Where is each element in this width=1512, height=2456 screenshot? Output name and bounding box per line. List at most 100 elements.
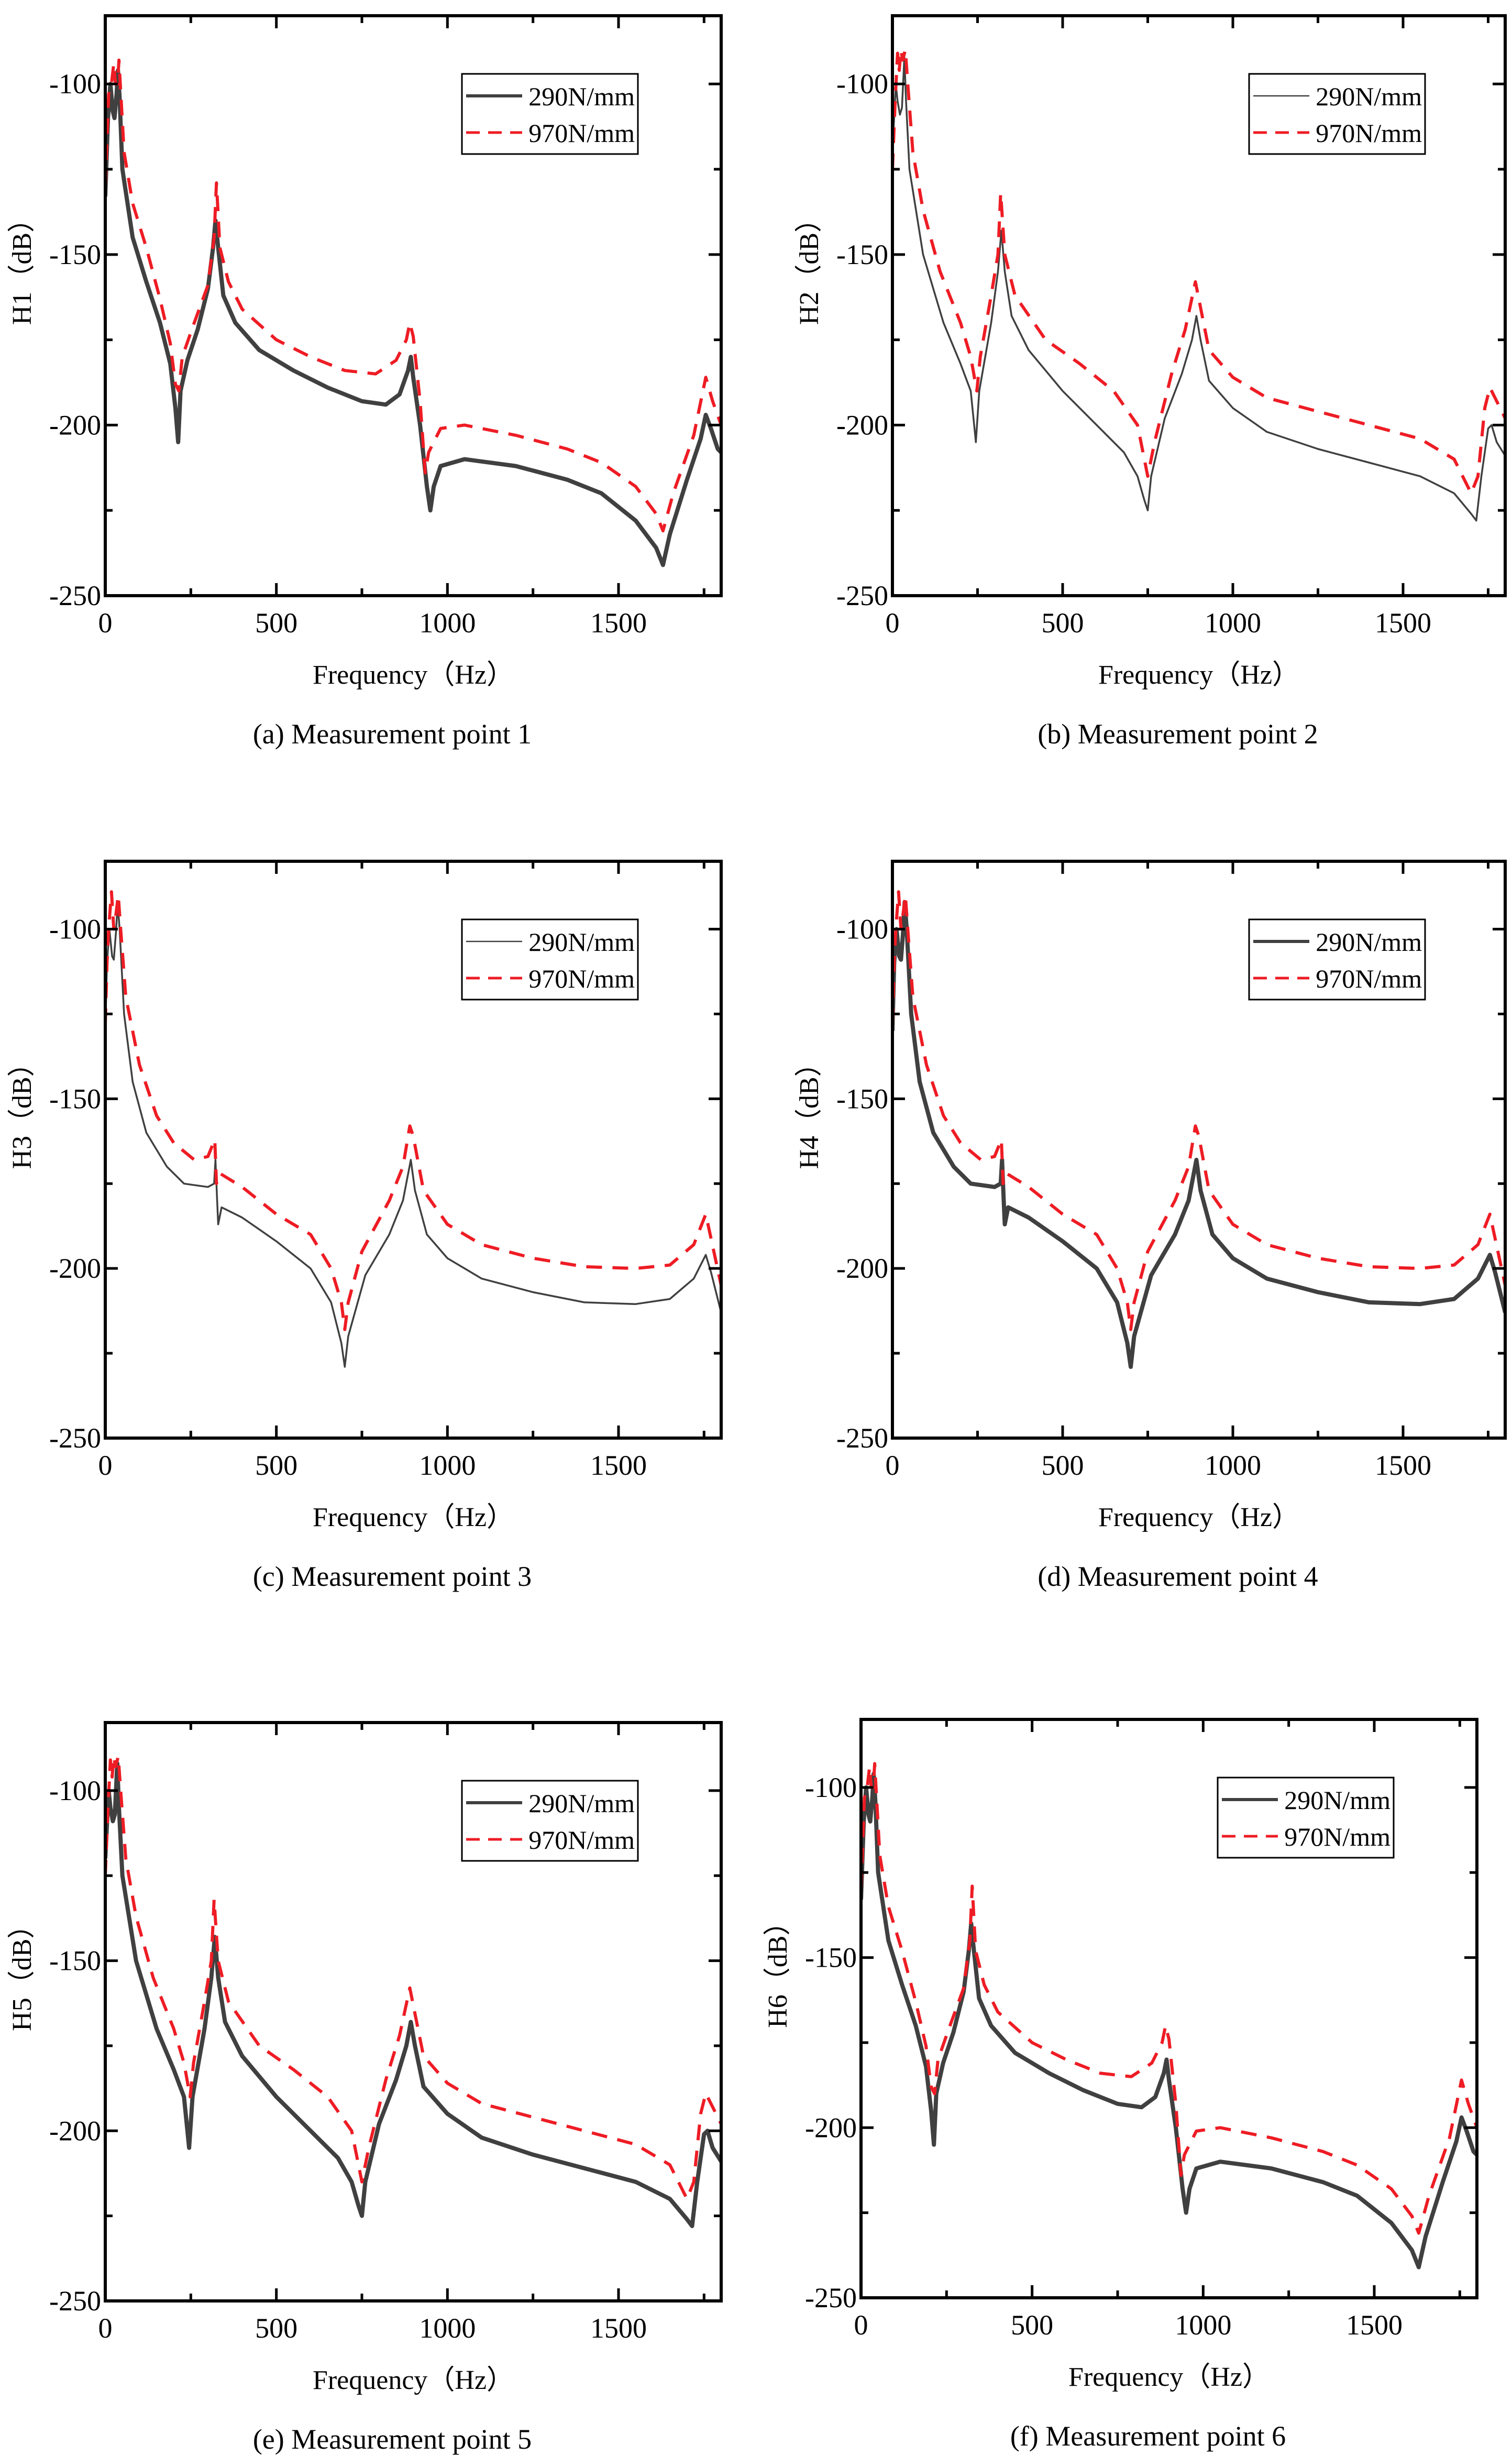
- plot-area: [892, 890, 1505, 1369]
- chart-caption: (e) Measurement point 5: [253, 2424, 532, 2455]
- x-tick-label: 1500: [1375, 607, 1431, 639]
- x-tick-label: 0: [98, 2312, 113, 2344]
- x-axis-label: Frequency（Hz）: [1098, 1503, 1299, 1532]
- y-tick-label: -100: [836, 68, 888, 100]
- chart-a-measurement-point-1: 0 500 1000 1500 -100 -150 -200 -250 Frequency（Hz…: [0, 0, 754, 817]
- legend-label: 290N/mm: [1316, 927, 1422, 957]
- x-tick-label: 1500: [1346, 2309, 1403, 2341]
- x-tick-label: 1000: [419, 1450, 476, 1481]
- series-line-290n-per-mm: [861, 1771, 1477, 2269]
- y-tick-label: -250: [805, 2282, 857, 2314]
- chart-caption: (d) Measurement point 4: [1038, 1561, 1318, 1592]
- legend-label: 970N/mm: [1316, 964, 1422, 993]
- series-line-970n-per-mm: [105, 1755, 721, 2201]
- x-tick-label: 0: [98, 607, 113, 639]
- y-tick-label: -100: [49, 68, 101, 100]
- y-axis-label: H1（dB）: [7, 205, 37, 325]
- y-tick-label: -150: [49, 1083, 101, 1114]
- chart-d-measurement-point-4: 0 500 1000 1500 -100 -150 -200 -250 Frequency（Hz…: [0, 0, 1507, 1592]
- y-tick-label: -200: [836, 1253, 888, 1284]
- chart-d-svg: 0 500 1000 1500 -100 -150 -200 -250 Frequency（Hz…: [794, 860, 1507, 1592]
- chart-a-svg: 0 500 1000 1500 -100 -150 -200 -250 Frequency（Hz…: [7, 14, 723, 750]
- y-tick-label: -250: [836, 1422, 888, 1454]
- plot-area: [892, 48, 1505, 522]
- plot-frame: [859, 1718, 1478, 2299]
- chart-f-measurement-point-6: 0 500 1000 1500 -100 -150 -200 -250 Frequency（Hz…: [0, 0, 1478, 2452]
- x-tick-label: 500: [1011, 2309, 1053, 2341]
- plot-area: [105, 58, 721, 567]
- y-tick-label: -150: [49, 1945, 101, 1977]
- series-line-970n-per-mm: [892, 890, 1505, 1331]
- x-tick-label: 0: [886, 1450, 900, 1481]
- series-line-290n-per-mm: [892, 900, 1505, 1369]
- chart-c-measurement-point-3: 0 500 1000 1500 -100 -150 -200 -250 Frequency（Hz…: [0, 0, 754, 1592]
- legend: 290N/mm 970N/mm: [461, 1780, 639, 1862]
- x-tick-label: 500: [255, 607, 297, 639]
- chart-b-svg: 0 500 1000 1500 -100 -150 -200 -250 Frequency（Hz…: [794, 14, 1507, 750]
- legend-label: 290N/mm: [528, 927, 635, 957]
- chart-caption: (f) Measurement point 6: [1010, 2420, 1286, 2452]
- series-line-970n-per-mm: [892, 48, 1505, 495]
- y-tick-label: -100: [49, 914, 101, 945]
- x-axis-label: Frequency（Hz）: [1098, 660, 1299, 690]
- legend: 290N/mm 970N/mm: [1248, 918, 1426, 1001]
- legend-label: 290N/mm: [1284, 1785, 1390, 1815]
- chart-caption: (c) Measurement point 3: [253, 1561, 532, 1592]
- series-line-290n-per-mm: [892, 56, 1505, 522]
- y-tick-label: -200: [805, 2112, 857, 2143]
- y-tick-label: -100: [805, 1772, 857, 1803]
- x-tick-label: 500: [255, 2312, 297, 2344]
- y-tick-label: -100: [49, 1775, 101, 1806]
- legend: 290N/mm 970N/mm: [461, 918, 639, 1001]
- legend-label: 290N/mm: [528, 82, 635, 111]
- chart-e-svg: 0 500 1000 1500 -100 -150 -200 -250 Frequency（Hz…: [7, 1721, 723, 2455]
- y-tick-label: -150: [836, 239, 888, 270]
- plot-area: [105, 1755, 721, 2229]
- y-tick-label: -200: [836, 409, 888, 441]
- legend: 290N/mm 970N/mm: [1217, 1777, 1395, 1859]
- plot-area: [861, 1762, 1477, 2269]
- chart-caption: (a) Measurement point 1: [253, 718, 532, 750]
- series-line-970n-per-mm: [105, 58, 721, 533]
- legend-box: [1248, 73, 1426, 155]
- x-tick-label: 0: [98, 1450, 113, 1481]
- y-tick-label: -250: [49, 580, 101, 611]
- y-axis-label: H4（dB）: [794, 1049, 824, 1169]
- x-tick-label: 1500: [1375, 1450, 1431, 1481]
- x-tick-label: 0: [854, 2309, 868, 2341]
- x-tick-label: 1000: [419, 607, 476, 639]
- legend-label: 970N/mm: [1316, 118, 1422, 148]
- legend-box: [1217, 1777, 1395, 1859]
- legend-label: 970N/mm: [528, 1825, 635, 1855]
- plot-frame: [891, 14, 1507, 597]
- y-tick-label: -250: [836, 580, 888, 611]
- plot-frame: [104, 1721, 723, 2302]
- y-tick-label: -150: [836, 1083, 888, 1114]
- legend-box: [461, 918, 639, 1001]
- legend-label: 290N/mm: [528, 1789, 635, 1818]
- x-axis-label: Frequency（Hz）: [313, 2365, 514, 2395]
- legend-label: 970N/mm: [528, 118, 635, 148]
- x-axis-label: Frequency（Hz）: [1068, 2362, 1270, 2392]
- plot-frame: [104, 860, 723, 1440]
- legend: 290N/mm 970N/mm: [1248, 73, 1426, 155]
- x-tick-label: 500: [1042, 1450, 1084, 1481]
- chart-c-svg: 0 500 1000 1500 -100 -150 -200 -250 Frequency（Hz…: [7, 860, 723, 1592]
- y-axis-label: H3（dB）: [7, 1049, 37, 1169]
- x-tick-label: 1000: [1205, 607, 1261, 639]
- y-tick-label: -200: [49, 2115, 101, 2146]
- x-tick-label: 1000: [1205, 1450, 1261, 1481]
- y-tick-label: -200: [49, 1253, 101, 1284]
- series-line-970n-per-mm: [105, 890, 721, 1331]
- series-line-290n-per-mm: [105, 1761, 721, 2229]
- legend-box: [461, 73, 639, 155]
- series-line-970n-per-mm: [861, 1762, 1477, 2235]
- chart-b-measurement-point-2: 0 500 1000 1500 -100 -150 -200 -250 Frequency（Hz…: [0, 0, 1507, 817]
- y-tick-label: -250: [49, 2285, 101, 2317]
- legend-label: 970N/mm: [1284, 1822, 1390, 1851]
- legend-box: [1248, 918, 1426, 1001]
- legend-box: [461, 1780, 639, 1862]
- x-tick-label: 1500: [590, 2312, 647, 2344]
- y-tick-label: -150: [805, 1942, 857, 1973]
